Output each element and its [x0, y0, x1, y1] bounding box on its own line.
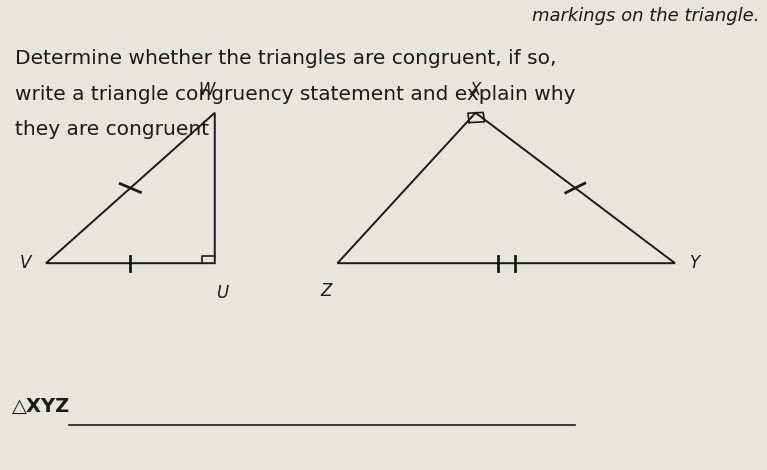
- Text: Determine whether the triangles are congruent, if so,: Determine whether the triangles are cong…: [15, 49, 557, 68]
- Text: W: W: [199, 81, 216, 99]
- Text: they are congruent: they are congruent: [15, 120, 209, 139]
- Text: X: X: [470, 81, 481, 99]
- Text: U: U: [216, 284, 229, 302]
- Text: Z: Z: [321, 282, 331, 300]
- Text: V: V: [19, 254, 31, 272]
- Text: markings on the triangle.: markings on the triangle.: [532, 7, 759, 25]
- Text: △XYZ: △XYZ: [12, 397, 70, 416]
- Text: write a triangle congruency statement and explain why: write a triangle congruency statement an…: [15, 85, 576, 103]
- Text: Y: Y: [690, 254, 700, 272]
